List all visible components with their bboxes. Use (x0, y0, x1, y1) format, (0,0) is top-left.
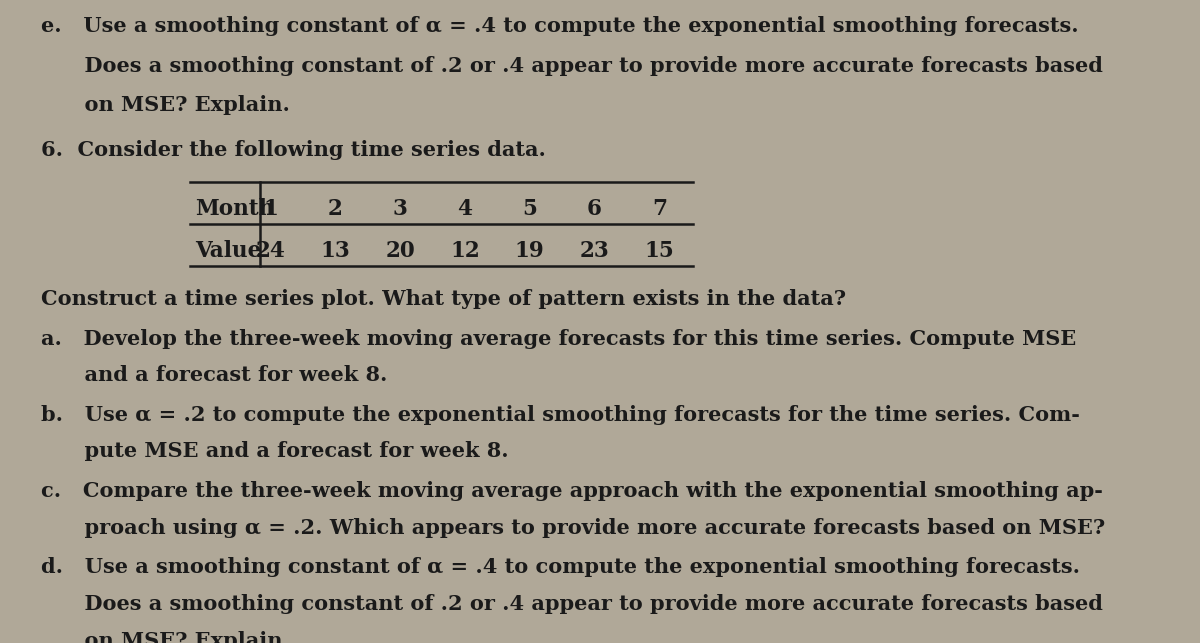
Text: 20: 20 (385, 240, 415, 262)
Text: Construct a time series plot. What type of pattern exists in the data?: Construct a time series plot. What type … (41, 289, 846, 309)
Text: 6: 6 (587, 198, 602, 220)
Text: 1: 1 (263, 198, 278, 220)
Text: Value: Value (196, 240, 262, 262)
Text: on MSE? Explain.: on MSE? Explain. (41, 631, 290, 643)
Text: a.   Develop the three-week moving average forecasts for this time series. Compu: a. Develop the three-week moving average… (41, 329, 1076, 349)
Text: Does a smoothing constant of .2 or .4 appear to provide more accurate forecasts : Does a smoothing constant of .2 or .4 ap… (41, 593, 1103, 614)
Text: 5: 5 (522, 198, 538, 220)
Text: Does a smoothing constant of .2 or .4 appear to provide more accurate forecasts : Does a smoothing constant of .2 or .4 ap… (41, 56, 1103, 76)
Text: 2: 2 (328, 198, 343, 220)
Text: 13: 13 (320, 240, 350, 262)
Text: 23: 23 (580, 240, 610, 262)
Text: e.   Use a smoothing constant of α = .4 to compute the exponential smoothing for: e. Use a smoothing constant of α = .4 to… (41, 16, 1079, 36)
Text: 3: 3 (392, 198, 408, 220)
Text: d.   Use a smoothing constant of α = .4 to compute the exponential smoothing for: d. Use a smoothing constant of α = .4 to… (41, 557, 1080, 577)
Text: Month: Month (196, 198, 275, 220)
Text: and a forecast for week 8.: and a forecast for week 8. (41, 365, 388, 385)
Text: 19: 19 (515, 240, 545, 262)
Text: 12: 12 (450, 240, 480, 262)
Text: proach using α = .2. Which appears to provide more accurate forecasts based on M: proach using α = .2. Which appears to pr… (41, 518, 1105, 538)
Text: b.   Use α = .2 to compute the exponential smoothing forecasts for the time seri: b. Use α = .2 to compute the exponential… (41, 404, 1080, 424)
Text: 6.  Consider the following time series data.: 6. Consider the following time series da… (41, 140, 546, 160)
Text: c.   Compare the three-week moving average approach with the exponential smoothi: c. Compare the three-week moving average… (41, 481, 1103, 501)
Text: on MSE? Explain.: on MSE? Explain. (41, 95, 290, 115)
Text: 4: 4 (457, 198, 473, 220)
Text: pute MSE and a forecast for week 8.: pute MSE and a forecast for week 8. (41, 442, 509, 462)
Text: 7: 7 (652, 198, 667, 220)
Text: 15: 15 (644, 240, 674, 262)
Text: 24: 24 (256, 240, 286, 262)
